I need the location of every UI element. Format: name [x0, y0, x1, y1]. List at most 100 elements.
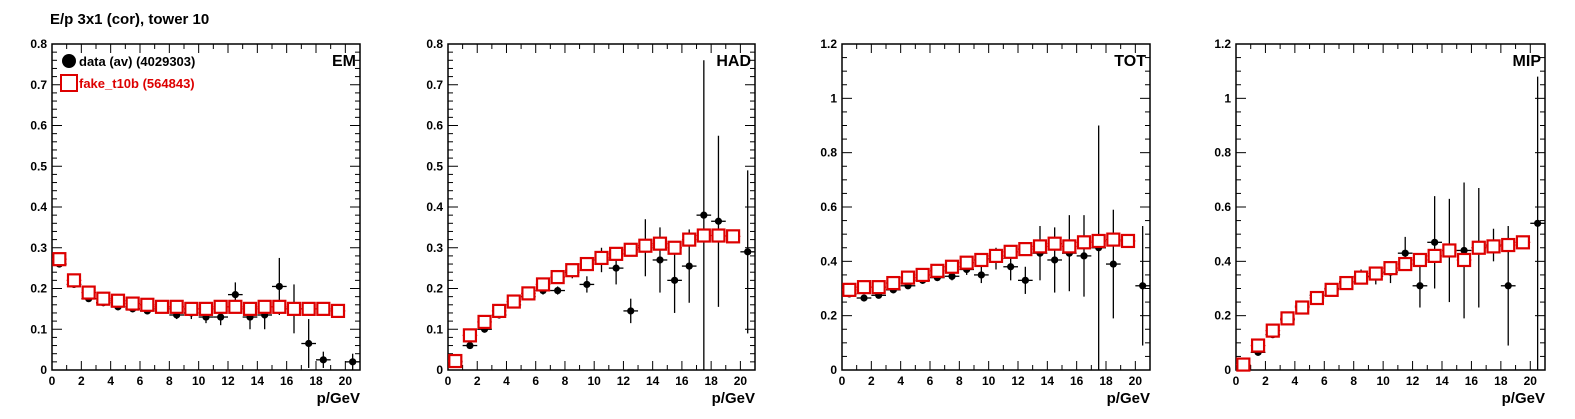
y-tick-label: 0.4	[30, 200, 47, 214]
x-tick-label: 10	[588, 374, 602, 388]
y-tick-label: 1	[1224, 91, 1231, 105]
panel-em: 0 2 4 6 8 10 12 14 16 18 20 0 0.1 0.2 0.3 0.4 0.5 0.6 0.7 0…	[30, 37, 361, 407]
fake-marker	[1368, 266, 1383, 281]
legend-marker-fake	[60, 74, 78, 92]
fake-marker	[1295, 300, 1310, 315]
x-tick-label: 20	[1524, 374, 1538, 388]
data-marker	[948, 272, 956, 280]
series-fake	[448, 228, 741, 369]
y-tick-label: 0.3	[30, 241, 47, 255]
y-tick-label: 0.5	[426, 159, 443, 173]
x-tick-label: 14	[646, 374, 660, 388]
fake-marker	[1047, 236, 1062, 251]
fake-marker	[125, 296, 140, 311]
fake-marker	[1003, 244, 1018, 259]
fake-marker	[1032, 239, 1048, 254]
data-marker	[1021, 276, 1029, 284]
x-tick-label: 12	[1406, 374, 1420, 388]
x-tick-label: 6	[532, 374, 539, 388]
data-marker	[583, 280, 591, 289]
series-fake	[52, 252, 346, 319]
data-marker	[1051, 256, 1059, 264]
fake-marker	[272, 299, 287, 314]
x-axis-title: p/GeV	[317, 390, 360, 407]
fake-marker	[1018, 242, 1033, 257]
x-tick-label: 12	[221, 374, 235, 388]
series-fake	[1236, 235, 1531, 372]
fake-marker	[871, 280, 886, 295]
fake-marker	[1324, 282, 1339, 297]
legend-label: fake_t10b (564843)	[79, 76, 195, 91]
x-tick-label: 2	[78, 374, 85, 388]
fake-marker	[198, 301, 214, 316]
fake-marker	[988, 248, 1004, 263]
fake-marker	[184, 301, 199, 316]
x-axis-title: p/GeV	[1502, 390, 1545, 407]
y-tick-label: 0.8	[426, 37, 443, 51]
x-tick-label: 2	[1262, 374, 1269, 388]
fake-marker	[652, 236, 668, 251]
x-tick-label: 2	[868, 374, 875, 388]
plot-frame	[841, 43, 1151, 371]
data-marker	[612, 264, 620, 272]
x-tick-label: 18	[1494, 374, 1508, 388]
y-tick-label: 0.4	[1214, 254, 1231, 268]
y-tick-label: 0.7	[426, 78, 443, 92]
fake-marker	[667, 240, 682, 255]
fake-marker	[1442, 243, 1457, 258]
data-marker	[319, 356, 327, 364]
x-tick-label: 12	[1011, 374, 1025, 388]
data-marker	[670, 276, 679, 284]
fake-marker	[711, 228, 726, 243]
fake-marker	[550, 269, 565, 285]
fake-marker	[856, 280, 872, 295]
panel-label: EM	[332, 53, 356, 70]
fake-marker	[959, 255, 974, 270]
data-marker	[1534, 219, 1542, 227]
fake-marker	[242, 301, 258, 316]
data-marker	[1431, 238, 1439, 246]
y-tick-label: 1.2	[820, 37, 837, 51]
x-tick-label: 14	[251, 374, 265, 388]
x-tick-label: 20	[734, 374, 748, 388]
y-tick-label: 0.1	[30, 322, 47, 336]
y-tick-label: 0.5	[30, 159, 47, 173]
y-tick-label: 1	[830, 91, 837, 105]
fake-marker	[96, 291, 111, 306]
y-tick-label: 0.4	[426, 200, 443, 214]
fake-marker	[930, 263, 945, 278]
series-fake	[842, 232, 1136, 297]
x-tick-label: 10	[982, 374, 996, 388]
data-marker	[627, 307, 635, 315]
x-tick-label: 20	[1129, 374, 1143, 388]
x-tick-label: 6	[1321, 374, 1328, 388]
data-marker	[275, 282, 283, 291]
data-marker	[217, 313, 225, 321]
series-data	[448, 60, 755, 370]
legend-label: data (av) (4029303)	[79, 54, 195, 69]
y-tick-label: 0.1	[426, 322, 443, 336]
fake-marker	[140, 297, 155, 312]
fake-marker	[1353, 270, 1369, 285]
x-tick-label: 6	[137, 374, 144, 388]
fake-marker	[506, 294, 521, 309]
x-tick-label: 14	[1041, 374, 1055, 388]
fake-marker	[1076, 235, 1092, 250]
y-tick-label: 0.6	[1214, 200, 1231, 214]
data-marker	[1401, 249, 1409, 257]
x-tick-label: 0	[1233, 374, 1240, 388]
fake-marker	[462, 328, 478, 343]
x-tick-label: 8	[166, 374, 173, 388]
legend-marker-data	[62, 54, 76, 68]
fake-marker	[213, 299, 228, 314]
fake-marker	[1515, 235, 1531, 250]
x-tick-label: 16	[1465, 374, 1479, 388]
fake-marker	[900, 270, 916, 285]
fake-marker	[1280, 311, 1295, 326]
fake-marker	[228, 299, 243, 314]
fake-marker	[1236, 357, 1251, 372]
fake-marker	[579, 256, 594, 272]
x-tick-label: 2	[474, 374, 481, 388]
fake-marker	[1486, 239, 1501, 254]
